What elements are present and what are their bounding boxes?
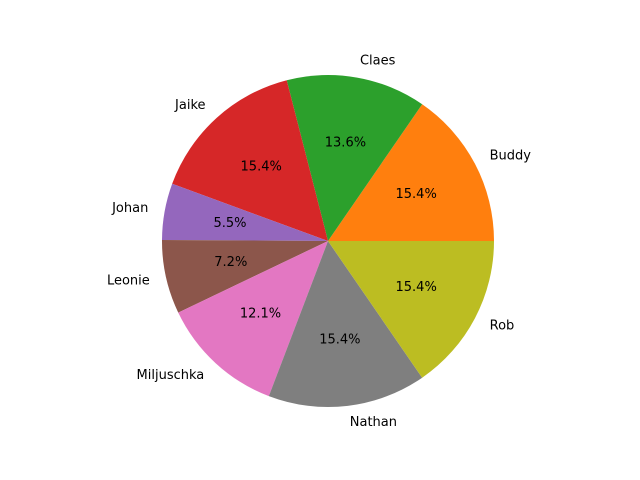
pct-label-johan: 5.5% xyxy=(213,216,246,231)
pie-slice-jaike xyxy=(172,80,328,241)
pie-slice-leonie xyxy=(161,239,328,313)
pct-label-miljuschka: 12.1% xyxy=(240,307,281,322)
pct-label-claes: 13.6% xyxy=(325,135,366,150)
pct-label-leonie: 7.2% xyxy=(214,255,247,270)
pie-slice-johan xyxy=(162,183,328,241)
pct-label-nathan: 15.4% xyxy=(319,332,360,347)
pie-slice-buddy xyxy=(328,104,494,241)
slice-label-johan: Johan xyxy=(111,201,148,216)
slice-label-buddy: Buddy xyxy=(490,149,532,164)
pct-label-rob: 15.4% xyxy=(396,280,437,295)
labels-layer: 15.4% Buddy 13.6% Claes 15.4% Jaike 5.5% Johan 7… xyxy=(107,54,531,430)
slice-label-miljuschka: Miljuschka xyxy=(137,368,205,383)
pie-slice-miljuschka xyxy=(178,241,328,397)
pie-slice-claes xyxy=(286,75,423,241)
pie-slice-rob xyxy=(328,241,495,378)
slice-label-leonie: Leonie xyxy=(107,273,150,288)
slice-label-rob: Rob xyxy=(490,318,515,333)
pct-label-jaike: 15.4% xyxy=(241,160,282,175)
slice-label-jaike: Jaike xyxy=(174,98,205,113)
pie-slice-nathan xyxy=(268,241,423,408)
slices-layer xyxy=(161,75,495,408)
slice-label-claes: Claes xyxy=(360,54,396,69)
slice-label-nathan: Nathan xyxy=(350,415,397,430)
pct-label-buddy: 15.4% xyxy=(396,187,437,202)
